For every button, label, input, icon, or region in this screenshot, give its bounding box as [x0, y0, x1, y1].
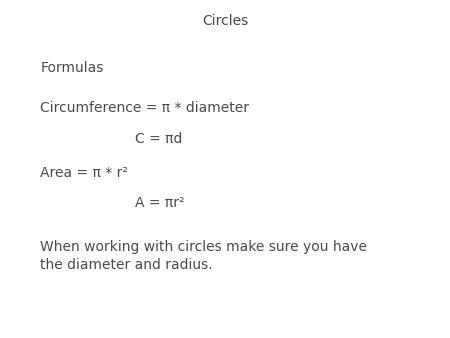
Text: Formulas: Formulas	[40, 61, 104, 75]
Text: Area = π * r²: Area = π * r²	[40, 166, 128, 179]
Text: When working with circles make sure you have
the diameter and radius.: When working with circles make sure you …	[40, 240, 368, 272]
Text: A = πr²: A = πr²	[135, 196, 184, 210]
Text: Circles: Circles	[202, 14, 248, 27]
Text: Circumference = π * diameter: Circumference = π * diameter	[40, 101, 249, 115]
Text: C = πd: C = πd	[135, 132, 182, 146]
